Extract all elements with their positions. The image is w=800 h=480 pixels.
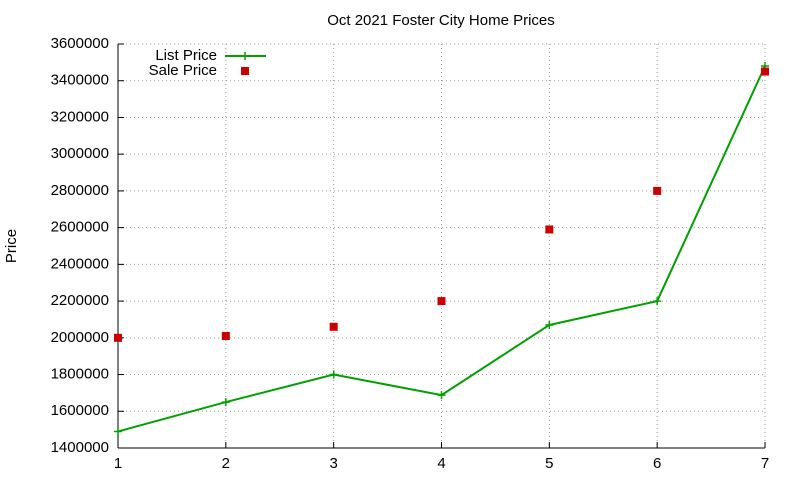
x-tick-label: 1 xyxy=(114,455,122,472)
y-tick-label: 2400000 xyxy=(51,255,109,272)
legend-swatch xyxy=(241,52,249,60)
y-tick-label: 3000000 xyxy=(51,145,109,162)
y-tick-label: 2600000 xyxy=(51,219,109,236)
point-marker xyxy=(114,427,122,436)
y-tick-label: 1600000 xyxy=(51,402,109,419)
point-marker xyxy=(761,67,769,76)
point-marker xyxy=(545,320,554,329)
x-tick-label: 7 xyxy=(761,455,769,472)
y-tick-label: 3600000 xyxy=(51,35,109,52)
point-marker xyxy=(437,297,446,306)
point-marker xyxy=(545,225,554,234)
point-marker xyxy=(221,331,230,340)
x-tick-label: 5 xyxy=(545,455,553,472)
x-tick-label: 2 xyxy=(222,455,230,472)
y-axis-label: Price xyxy=(3,229,20,263)
x-tick-label: 3 xyxy=(329,455,337,472)
y-tick-label: 2200000 xyxy=(51,292,109,309)
x-tick-label: 6 xyxy=(653,455,661,472)
point-marker xyxy=(437,391,446,400)
point-marker xyxy=(329,370,338,379)
y-tick-label: 1800000 xyxy=(51,366,109,383)
y-tick-label: 2000000 xyxy=(51,329,109,346)
x-tick-label: 4 xyxy=(437,455,445,472)
point-marker xyxy=(329,322,338,331)
legend-swatch xyxy=(241,67,249,75)
chart-title: Oct 2021 Foster City Home Prices xyxy=(327,12,555,29)
y-tick-label: 1400000 xyxy=(51,439,109,456)
point-marker xyxy=(653,186,662,195)
y-tick-label: 3200000 xyxy=(51,108,109,125)
y-tick-label: 3400000 xyxy=(51,72,109,89)
point-marker xyxy=(653,297,662,306)
point-marker xyxy=(221,398,230,407)
legend-label: List Price xyxy=(155,47,217,64)
point-marker xyxy=(114,333,122,342)
legend-label: Sale Price xyxy=(149,62,217,79)
y-tick-label: 2800000 xyxy=(51,182,109,199)
